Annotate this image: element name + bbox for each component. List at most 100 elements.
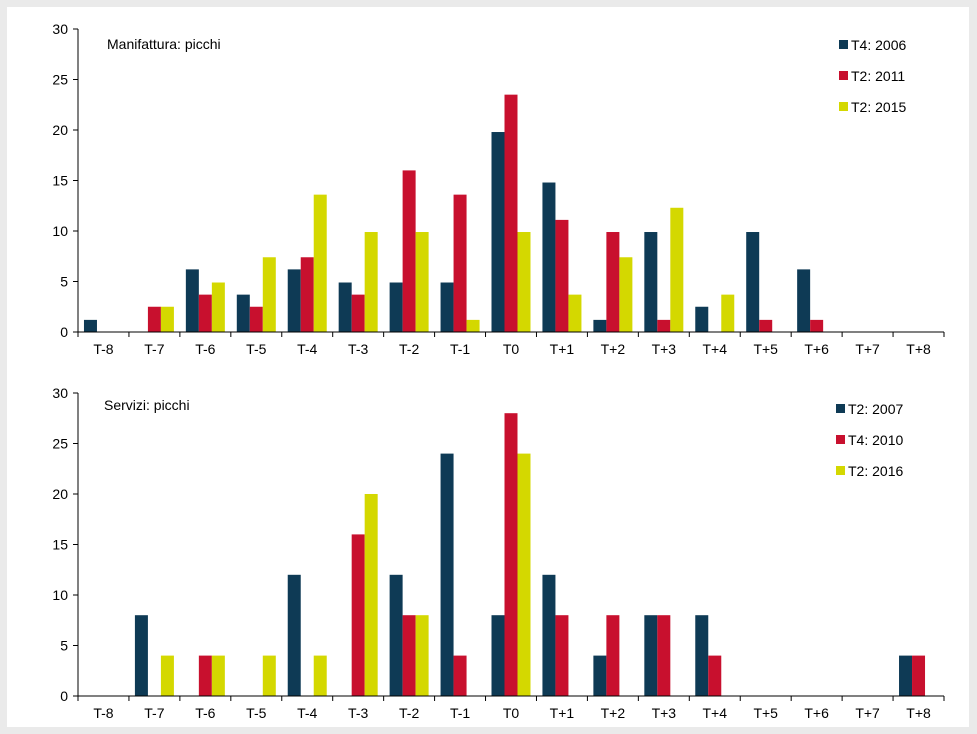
bar-t2-2011-tminus1 bbox=[453, 194, 467, 332]
x-tick-label: T-4 bbox=[297, 705, 317, 721]
bar-t2-2016-tminus5 bbox=[262, 655, 276, 696]
legend-label: T2: 2011 bbox=[851, 68, 905, 84]
x-tick-label: T-6 bbox=[195, 341, 215, 357]
y-tick-label: 30 bbox=[52, 21, 68, 37]
legend-label: T2: 2007 bbox=[848, 401, 903, 417]
bar-t4-2006-tminus3 bbox=[338, 282, 352, 332]
x-tick-label: T-1 bbox=[450, 341, 470, 357]
bar-t2-2016-tminus2 bbox=[415, 615, 429, 696]
x-tick-label: T+6 bbox=[804, 705, 829, 721]
y-tick-label: 30 bbox=[52, 385, 68, 401]
bar-t2-2011-tminus7 bbox=[147, 306, 161, 332]
x-tick-label: T-2 bbox=[399, 705, 419, 721]
bar-t4-2010-t0 bbox=[504, 413, 518, 696]
bar-t2-2011-tplus1 bbox=[555, 219, 569, 332]
bar-t4-2010-tminus2 bbox=[402, 615, 416, 696]
legend-swatch bbox=[839, 40, 848, 49]
bar-t2-2015-tplus4 bbox=[721, 294, 735, 332]
bar-t2-2011-tplus5 bbox=[759, 319, 773, 332]
chart-title: Servizi: picchi bbox=[104, 397, 190, 413]
y-tick-label: 15 bbox=[52, 173, 68, 189]
x-tick-label: T-6 bbox=[195, 705, 215, 721]
bar-t2-2015-tminus6 bbox=[211, 282, 225, 332]
bar-t2-2015-tplus2 bbox=[619, 257, 633, 332]
bar-t2-2007-tminus2 bbox=[389, 574, 403, 696]
y-tick-label: 5 bbox=[60, 274, 68, 290]
y-tick-label: 20 bbox=[52, 122, 68, 138]
x-tick-label: T0 bbox=[503, 705, 520, 721]
bar-t2-2011-tplus2 bbox=[606, 232, 620, 332]
bar-t2-2007-tplus8 bbox=[899, 655, 913, 696]
x-tick-label: T+4 bbox=[703, 341, 728, 357]
bar-t4-2010-tplus3 bbox=[657, 615, 671, 696]
bar-t2-2015-tminus5 bbox=[262, 257, 276, 332]
bar-t4-2006-tplus3 bbox=[644, 232, 658, 332]
x-tick-label: T+8 bbox=[906, 705, 931, 721]
x-tick-label: T-3 bbox=[348, 705, 368, 721]
bar-t2-2016-tminus6 bbox=[211, 655, 225, 696]
legend-swatch bbox=[836, 466, 845, 475]
x-tick-label: T+3 bbox=[652, 705, 677, 721]
x-tick-label: T-8 bbox=[93, 705, 113, 721]
x-tick-label: T-8 bbox=[93, 341, 113, 357]
x-tick-label: T-3 bbox=[348, 341, 368, 357]
bar-t2-2015-tminus4 bbox=[313, 194, 327, 332]
bar-t2-2007-t0 bbox=[491, 615, 505, 696]
x-tick-label: T-2 bbox=[399, 341, 419, 357]
x-tick-label: T-4 bbox=[297, 341, 317, 357]
bar-t4-2006-tminus2 bbox=[389, 282, 403, 332]
x-tick-label: T-5 bbox=[246, 341, 266, 357]
bar-t2-2011-tplus3 bbox=[657, 319, 671, 332]
bar-t2-2007-tplus3 bbox=[644, 615, 658, 696]
x-tick-label: T-1 bbox=[450, 705, 470, 721]
bar-t2-2016-tminus3 bbox=[364, 494, 378, 696]
bar-t2-2016-tminus4 bbox=[313, 655, 327, 696]
bar-t2-2016-t0 bbox=[517, 453, 531, 696]
bar-t2-2007-tplus1 bbox=[542, 574, 556, 696]
x-tick-label: T+7 bbox=[855, 341, 880, 357]
x-tick-label: T+6 bbox=[804, 341, 829, 357]
legend-swatch bbox=[836, 435, 845, 444]
bar-t2-2007-tplus4 bbox=[695, 615, 709, 696]
x-tick-label: T0 bbox=[503, 341, 520, 357]
bar-t4-2006-t0 bbox=[491, 132, 505, 332]
bar-t2-2011-tplus6 bbox=[810, 319, 824, 332]
bar-t4-2010-tplus1 bbox=[555, 615, 569, 696]
bar-t2-2015-tminus7 bbox=[160, 306, 174, 332]
legend-swatch bbox=[836, 404, 845, 413]
x-tick-label: T+2 bbox=[601, 705, 626, 721]
y-tick-label: 0 bbox=[60, 324, 68, 340]
bar-t4-2006-tplus2 bbox=[593, 319, 607, 332]
bar-t4-2010-tplus8 bbox=[912, 655, 926, 696]
x-tick-label: T+4 bbox=[703, 705, 728, 721]
y-tick-label: 25 bbox=[52, 72, 68, 88]
x-tick-label: T-7 bbox=[144, 341, 164, 357]
x-tick-label: T+7 bbox=[855, 705, 880, 721]
bar-t2-2011-tminus3 bbox=[351, 294, 365, 332]
bar-t4-2010-tminus1 bbox=[453, 655, 467, 696]
legend-label: T4: 2010 bbox=[848, 432, 903, 448]
bar-t2-2007-tplus2 bbox=[593, 655, 607, 696]
bar-t2-2011-t0 bbox=[504, 94, 518, 333]
bar-t4-2006-tminus8 bbox=[83, 319, 97, 332]
y-tick-label: 5 bbox=[60, 638, 68, 654]
bar-t4-2006-tplus6 bbox=[797, 269, 811, 332]
x-tick-label: T+1 bbox=[550, 341, 575, 357]
bar-t4-2006-tplus4 bbox=[695, 306, 709, 332]
chart-2: 0 5 10 15 20 25 30 T-8 T-7 T-6 T-5 T-4 T-3 T-2 T-1 T0 T+… bbox=[52, 385, 945, 721]
bar-t2-2011-tminus2 bbox=[402, 170, 416, 332]
bar-t4-2010-tminus6 bbox=[198, 655, 212, 696]
legend-swatch bbox=[839, 71, 848, 80]
bar-t4-2010-tplus4 bbox=[708, 655, 722, 696]
bar-t4-2006-tminus4 bbox=[287, 269, 301, 332]
y-tick-label: 20 bbox=[52, 486, 68, 502]
chart-panel bbox=[7, 7, 969, 727]
bar-t2-2007-tminus1 bbox=[440, 453, 454, 696]
bar-t2-2015-tplus3 bbox=[670, 207, 684, 332]
y-tick-label: 15 bbox=[52, 537, 68, 553]
bar-t4-2006-tplus1 bbox=[542, 182, 556, 332]
bar-t2-2015-t0 bbox=[517, 232, 531, 332]
x-tick-label: T+5 bbox=[753, 341, 778, 357]
y-tick-label: 0 bbox=[60, 688, 68, 704]
